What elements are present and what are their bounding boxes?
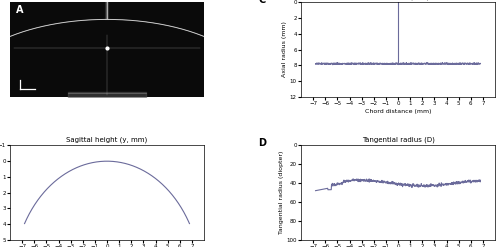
Text: C: C	[258, 0, 266, 5]
Text: D: D	[258, 138, 266, 148]
Text: A: A	[16, 5, 24, 15]
Title: Sagittal height (y, mm): Sagittal height (y, mm)	[66, 136, 148, 143]
X-axis label: Chord distance (mm): Chord distance (mm)	[365, 108, 432, 114]
Y-axis label: Tangential radius (diopter): Tangential radius (diopter)	[278, 151, 283, 234]
Y-axis label: Axial radius (mm): Axial radius (mm)	[282, 21, 287, 78]
Title: Tangential radius (D): Tangential radius (D)	[362, 136, 434, 143]
